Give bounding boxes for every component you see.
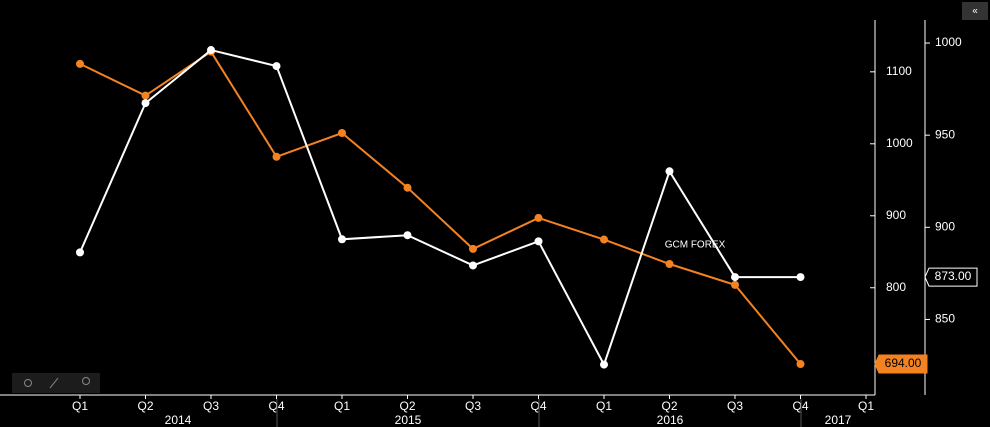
collapse-button[interactable] (962, 2, 988, 20)
annotation: GCM FOREX (665, 240, 726, 251)
point (600, 360, 608, 369)
x-tick-label: Q1 (858, 399, 874, 413)
year-label: 2014 (165, 413, 192, 427)
y-tick-label: 800 (886, 280, 906, 294)
point (469, 261, 477, 270)
point (665, 260, 674, 269)
y2-tick-label: 850 (935, 312, 955, 326)
draw-icon[interactable] (49, 377, 59, 389)
y2-tick-label: 1000 (935, 35, 962, 49)
toolbar-bg (12, 373, 100, 393)
x-tick-label: Q3 (203, 399, 219, 413)
x-tick-label: Q1 (596, 399, 612, 413)
year-label: 2015 (395, 413, 422, 427)
point (141, 91, 150, 100)
value-label: 694.00 (885, 356, 922, 370)
point (731, 280, 739, 289)
value-label-box (924, 267, 978, 287)
point (796, 273, 805, 282)
point (76, 248, 84, 257)
y-tick-label: 900 (886, 208, 906, 222)
x-tick-label: Q1 (72, 399, 88, 413)
x-tick-label: Q2 (661, 399, 677, 413)
point (141, 99, 150, 108)
point (796, 360, 805, 369)
point (272, 152, 281, 161)
point (76, 59, 84, 68)
point (338, 235, 346, 244)
point (534, 237, 543, 246)
x-tick-label: Q1 (334, 399, 350, 413)
toolbar (12, 373, 100, 393)
x-tick-label: Q3 (465, 399, 481, 413)
point (403, 183, 412, 192)
series-line (79, 48, 801, 368)
point (207, 46, 215, 55)
value-label: 873.00 (935, 269, 972, 283)
point (403, 231, 412, 240)
x-tick-label: Q2 (399, 399, 415, 413)
crosshair-icon[interactable] (24, 379, 32, 387)
point (665, 167, 674, 176)
collapse-label[interactable]: « (972, 6, 978, 17)
point (469, 244, 477, 253)
year-label: 2016 (657, 413, 684, 427)
year-label: 2017 (825, 413, 852, 427)
x-tick-label: Q3 (727, 399, 743, 413)
y-tick-label: 1000 (886, 136, 913, 150)
point (534, 213, 543, 222)
point (272, 62, 281, 71)
y2-tick-label: 900 (935, 219, 955, 233)
y-tick-label: 1100 (886, 64, 912, 78)
x-tick-label: Q2 (137, 399, 153, 413)
y2-tick-label: 950 (935, 127, 955, 141)
point (731, 273, 739, 282)
point (338, 129, 346, 138)
zoom-icon[interactable] (82, 377, 90, 385)
point (600, 235, 608, 244)
value-label-box (874, 354, 928, 374)
